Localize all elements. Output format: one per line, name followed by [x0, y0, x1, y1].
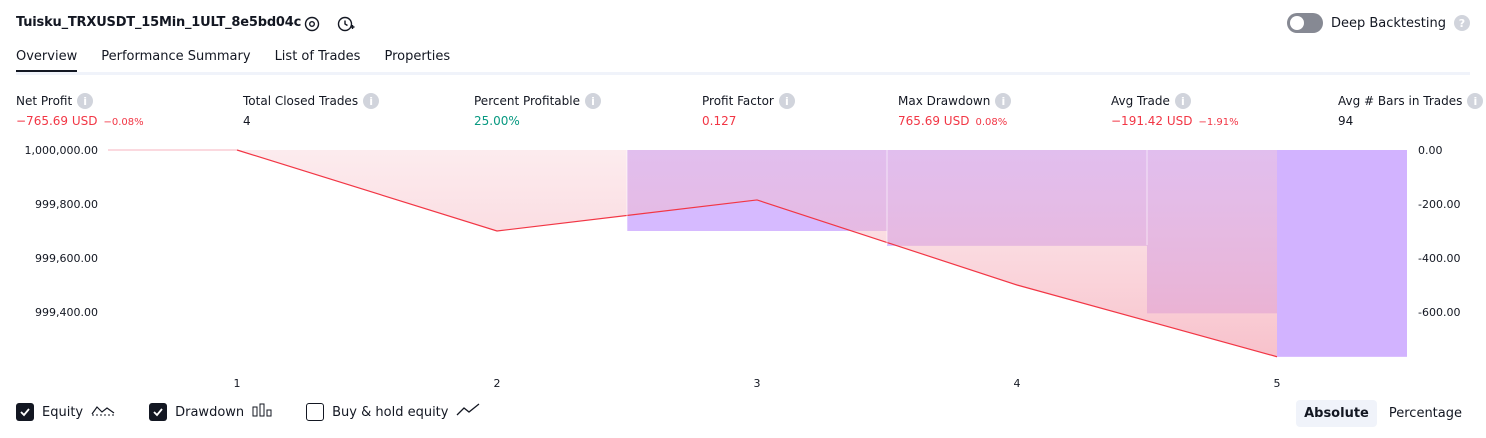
deep-backtesting-label: Deep Backtesting	[1330, 15, 1446, 31]
right-axis-tick: -400.00	[1418, 252, 1460, 265]
absolute-button[interactable]: Absolute	[1296, 400, 1377, 427]
x-axis-tick: 4	[1014, 377, 1021, 390]
stat-net-profit: Net Profit i −765.69 USD −0.08%	[16, 93, 144, 128]
right-axis-tick: -200.00	[1418, 198, 1460, 211]
stat-label: Total Closed Trades	[243, 94, 359, 108]
stat-value: 94	[1338, 114, 1354, 128]
stat-value: 25.00%	[474, 114, 520, 128]
stat-label: Net Profit	[16, 94, 73, 108]
stat-label: Max Drawdown	[898, 94, 991, 108]
stat-max-drawdown: Max Drawdown i 765.69 USD 0.08%	[898, 93, 1012, 128]
percentage-button[interactable]: Percentage	[1388, 406, 1462, 421]
right-axis-tick: -600.00	[1418, 306, 1460, 319]
settings-gear-icon[interactable]	[301, 13, 323, 35]
stat-avg-trade: Avg Trade i −191.42 USD −1.91%	[1111, 93, 1239, 128]
equity-line-icon	[91, 403, 115, 421]
legend-label: Drawdown	[175, 404, 245, 420]
info-icon[interactable]: i	[363, 93, 380, 109]
tab-divider	[16, 72, 1470, 75]
left-axis-tick: 1,000,000.00	[25, 144, 98, 157]
stat-label: Avg Trade	[1111, 94, 1170, 108]
unchecked-box	[306, 403, 325, 421]
x-axis-tick: 2	[494, 377, 501, 390]
info-icon[interactable]: i	[584, 93, 601, 109]
right-axis-tick: 0.00	[1418, 144, 1443, 157]
info-icon[interactable]: i	[1467, 93, 1484, 109]
left-axis-tick: 999,800.00	[35, 198, 98, 211]
deep-backtesting-toggle[interactable]	[1286, 13, 1323, 33]
info-icon[interactable]: i	[995, 93, 1012, 109]
stat-percent: 0.08%	[975, 117, 1008, 128]
tab-properties[interactable]: Properties	[384, 49, 451, 64]
x-axis-tick: 1	[234, 377, 241, 390]
equity-line	[236, 149, 1278, 358]
stat-value: 765.69 USD	[898, 114, 970, 128]
stat-total-closed-trades: Total Closed Trades i 4	[243, 93, 380, 128]
check-icon	[149, 403, 168, 421]
tab-list-of-trades[interactable]: List of Trades	[274, 49, 361, 64]
help-icon[interactable]: ?	[1454, 15, 1470, 31]
stat-value: 0.127	[702, 114, 737, 128]
stat-percent: −1.91%	[1198, 117, 1239, 128]
check-icon	[16, 403, 34, 421]
stat-value: −191.42 USD	[1111, 114, 1193, 128]
buy-hold-checkbox[interactable]: Buy & hold equity	[306, 403, 480, 421]
add-alert-icon[interactable]	[335, 13, 357, 35]
stat-value: −765.69 USD	[16, 114, 98, 128]
stat-label: Percent Profitable	[474, 94, 580, 108]
info-icon[interactable]: i	[778, 93, 795, 109]
drawdown-bars-icon	[252, 403, 272, 421]
tab-overview[interactable]: Overview	[16, 48, 78, 73]
stat-profit-factor: Profit Factor i 0.127	[702, 93, 795, 128]
drawdown-checkbox[interactable]: Drawdown	[149, 403, 272, 421]
info-icon[interactable]: i	[77, 93, 94, 109]
stat-label: Avg # Bars in Trades	[1338, 94, 1463, 108]
x-axis-tick: 5	[1274, 377, 1281, 390]
legend-label: Buy & hold equity	[332, 404, 449, 420]
stat-avg-bars: Avg # Bars in Trades i 94	[1338, 93, 1484, 128]
legend-label: Equity	[42, 404, 84, 420]
chart-legend: Equity Drawdown Buy & hold equity	[16, 403, 514, 421]
stat-percent: −0.08%	[103, 117, 144, 128]
info-icon[interactable]: i	[1174, 93, 1191, 109]
equity-checkbox[interactable]: Equity	[16, 403, 115, 421]
left-axis-tick: 999,600.00	[35, 252, 98, 265]
display-mode-toggle: Absolute Percentage	[1296, 400, 1470, 427]
buy-hold-line-icon	[456, 403, 480, 421]
x-axis-tick: 3	[754, 377, 761, 390]
tab-performance-summary[interactable]: Performance Summary	[101, 49, 251, 64]
drawdown-bar	[1277, 150, 1407, 357]
stat-label: Profit Factor	[702, 94, 774, 108]
tab-bar: Overview Performance Summary List of Tra…	[16, 48, 450, 73]
equity-area	[108, 150, 1277, 357]
stat-value: 4	[243, 114, 251, 128]
strategy-title: Tuisku_TRXUSDT_15Min_1ULT_8e5bd04c	[16, 15, 302, 30]
equity-drawdown-chart: 1,000,000.00 999,800.00 999,600.00 999,400.…	[25, 144, 1461, 390]
left-axis-tick: 999,400.00	[35, 306, 98, 319]
stat-percent-profitable: Percent Profitable i 25.00%	[474, 93, 601, 128]
